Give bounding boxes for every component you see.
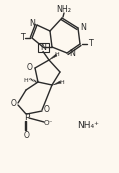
Text: H: H [23, 78, 28, 83]
Text: N: N [80, 22, 86, 31]
Text: O: O [44, 104, 50, 113]
Polygon shape [49, 54, 57, 60]
FancyBboxPatch shape [37, 43, 49, 52]
Text: P: P [24, 113, 30, 122]
Text: N: N [29, 20, 35, 29]
Text: O: O [24, 131, 30, 140]
Text: O⁻: O⁻ [43, 120, 53, 126]
Polygon shape [53, 81, 61, 85]
Text: T: T [20, 34, 24, 43]
Text: H: H [60, 80, 64, 84]
Text: N: N [40, 43, 46, 52]
Text: O: O [11, 99, 17, 108]
Text: N: N [69, 49, 75, 58]
Text: T: T [88, 39, 92, 48]
Text: H: H [55, 52, 59, 57]
Text: NH₄⁺: NH₄⁺ [77, 121, 99, 130]
Text: NH₂: NH₂ [57, 6, 72, 15]
Text: O: O [27, 62, 33, 71]
